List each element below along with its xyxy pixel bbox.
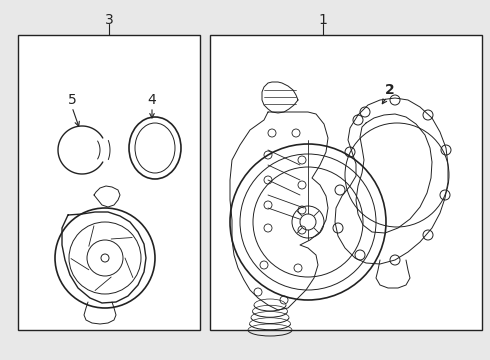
Bar — [210, 35, 482, 330]
Text: 4: 4 — [147, 93, 156, 107]
Text: 2: 2 — [385, 83, 395, 97]
Text: 3: 3 — [105, 13, 113, 27]
Bar — [18, 35, 200, 330]
Circle shape — [101, 254, 109, 262]
Text: 5: 5 — [68, 93, 76, 107]
Circle shape — [300, 214, 316, 230]
Text: 1: 1 — [318, 13, 327, 27]
